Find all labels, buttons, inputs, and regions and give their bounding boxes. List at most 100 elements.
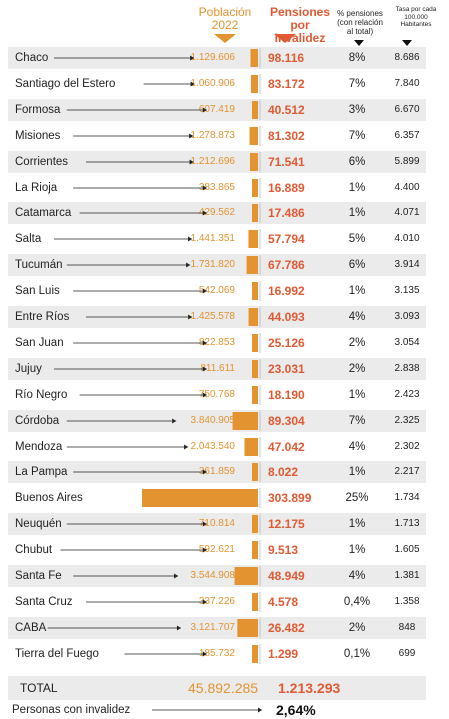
population-bar [248, 308, 258, 326]
pct-label: 7% [348, 415, 366, 427]
table-row: Jujuy 811.611 23.031 2% 2.838 [8, 358, 426, 380]
provincia-label: Tierra del Fuego [15, 648, 99, 660]
pct-arrow-icon [354, 40, 364, 46]
arrow-head-icon [202, 651, 207, 657]
header-poblacion: Población 2022 [180, 6, 270, 32]
provincia-label: Córdoba [15, 415, 60, 427]
population-bar [237, 619, 258, 637]
population-bar [142, 489, 258, 507]
provincia-label: San Juan [15, 337, 64, 349]
table-row: Catamarca 429.562 17.486 1% 4.071 [8, 202, 426, 224]
arrow-head-icon [202, 521, 207, 527]
pensiones-label: 67.786 [268, 258, 305, 272]
pensiones-label: 16.889 [268, 181, 305, 195]
population-bar [246, 256, 258, 274]
pct-label: 1% [348, 285, 366, 297]
header-pct-line2: (con relación [337, 18, 383, 27]
pensiones-label: 303.899 [268, 491, 312, 505]
population-bar [252, 593, 258, 611]
total-pensiones: 1.213.293 [278, 680, 341, 696]
poblacion-label: 592.621 [198, 544, 235, 555]
population-bar [252, 386, 258, 404]
pct-label: 1% [348, 544, 366, 556]
pensiones-label: 47.042 [268, 440, 305, 454]
population-bar [252, 179, 258, 197]
poblacion-label: 1.212.696 [190, 156, 236, 167]
table-row: San Luis 542.069 16.992 1% 3.135 [8, 280, 426, 302]
poblacion-label: 1.425.578 [190, 311, 236, 322]
tasa-label: 2.325 [394, 415, 420, 426]
pensiones-label: 89.304 [268, 414, 305, 428]
tasa-label: 4.071 [394, 207, 420, 218]
arrow-head-icon [188, 314, 193, 320]
pensiones-label: 83.172 [268, 77, 305, 91]
table-row: Tucumán 1.731.820 67.786 6% 3.914 [8, 254, 426, 276]
population-bar [252, 645, 258, 663]
tasa-label: 3.135 [394, 285, 420, 296]
arrow-head-icon [202, 392, 207, 398]
arrow-head-icon [202, 185, 207, 191]
invalidez-label: Personas con invalidez [12, 704, 131, 716]
poblacion-label: 750.768 [198, 389, 235, 400]
pct-label: 8% [348, 52, 366, 64]
pensiones-label: 17.486 [268, 206, 305, 220]
pct-label: 1% [348, 518, 366, 530]
header-pct-line3: al total) [346, 27, 374, 36]
tasa-label: 4.400 [394, 182, 420, 193]
total-row: TOTAL 45.892.285 1.213.293 [8, 676, 426, 700]
poblacion-label: 1.060.906 [190, 78, 236, 89]
poblacion-label: 3.121.707 [190, 622, 236, 633]
provincia-label: Catamarca [15, 207, 72, 219]
pensiones-label: 40.512 [268, 103, 305, 117]
pensiones-label: 1.299 [268, 647, 299, 661]
header-pensiones-line1: Pensiones [269, 5, 331, 19]
pensiones-label: 71.541 [268, 155, 305, 169]
pensiones-label: 98.116 [268, 51, 305, 65]
table-row: Río Negro 750.768 18.190 1% 2.423 [8, 384, 426, 406]
header-pct: % pensiones (con relación al total) [318, 9, 402, 36]
tasa-label: 1.713 [394, 518, 420, 529]
provincia-label: Río Negro [15, 389, 68, 401]
pensiones-label: 26.482 [268, 621, 305, 635]
poblacion-label: 710.814 [198, 518, 235, 529]
arrow-head-icon [188, 236, 193, 242]
table-row: La Rioja 383.865 16.889 1% 4.400 [8, 177, 426, 199]
arrow-head-icon [202, 210, 207, 216]
tasa-label: 2.302 [394, 441, 420, 452]
tasa-label: 848 [398, 622, 416, 633]
provincia-label: San Luis [15, 285, 60, 297]
arrow-head-icon [189, 159, 194, 165]
arrow-head-icon [176, 625, 181, 631]
table-row: Corrientes 1.212.696 71.541 6% 5.899 [8, 151, 426, 173]
provincia-label: Chaco [15, 52, 49, 64]
arrow-head-icon [189, 133, 194, 139]
total-poblacion: 45.892.285 [188, 680, 259, 696]
provincia-label: Formosa [15, 104, 61, 116]
arrow-head-icon [202, 469, 207, 475]
table-row: Chubut 592.621 9.513 1% 1.605 [8, 539, 426, 561]
arrow-head-icon [202, 340, 207, 346]
pct-label: 6% [348, 156, 366, 168]
poblacion-label: 607.419 [198, 104, 235, 115]
tasa-label: 1.734 [394, 492, 420, 503]
population-bar [249, 127, 258, 145]
provincia-label: Tucumán [15, 259, 63, 271]
poblacion-label: 542.069 [198, 285, 235, 296]
table-row: Santa Cruz 337.226 4.578 0,4% 1.358 [8, 591, 426, 613]
tasa-arrow-icon [402, 40, 412, 46]
tasa-label: 699 [398, 648, 416, 659]
poblacion-label: 811.611 [200, 363, 235, 374]
pct-label: 5% [348, 233, 366, 245]
tasa-label: 2.838 [394, 363, 420, 374]
table-row: Formosa 607.419 40.512 3% 6.670 [8, 99, 426, 121]
tasa-label: 2.217 [394, 466, 420, 477]
pct-label: 1% [348, 182, 366, 194]
pct-label: 2% [348, 622, 366, 634]
provincia-label: Buenos Aires [15, 492, 83, 504]
pensiones-label: 81.302 [268, 129, 305, 143]
pensiones-label: 4.578 [268, 595, 299, 609]
tasa-label: 6.670 [394, 104, 420, 115]
tasa-label: 3.914 [394, 259, 420, 270]
header-tasa-line2: 100.000 [404, 13, 428, 21]
poblacion-label: 822.853 [198, 337, 235, 348]
